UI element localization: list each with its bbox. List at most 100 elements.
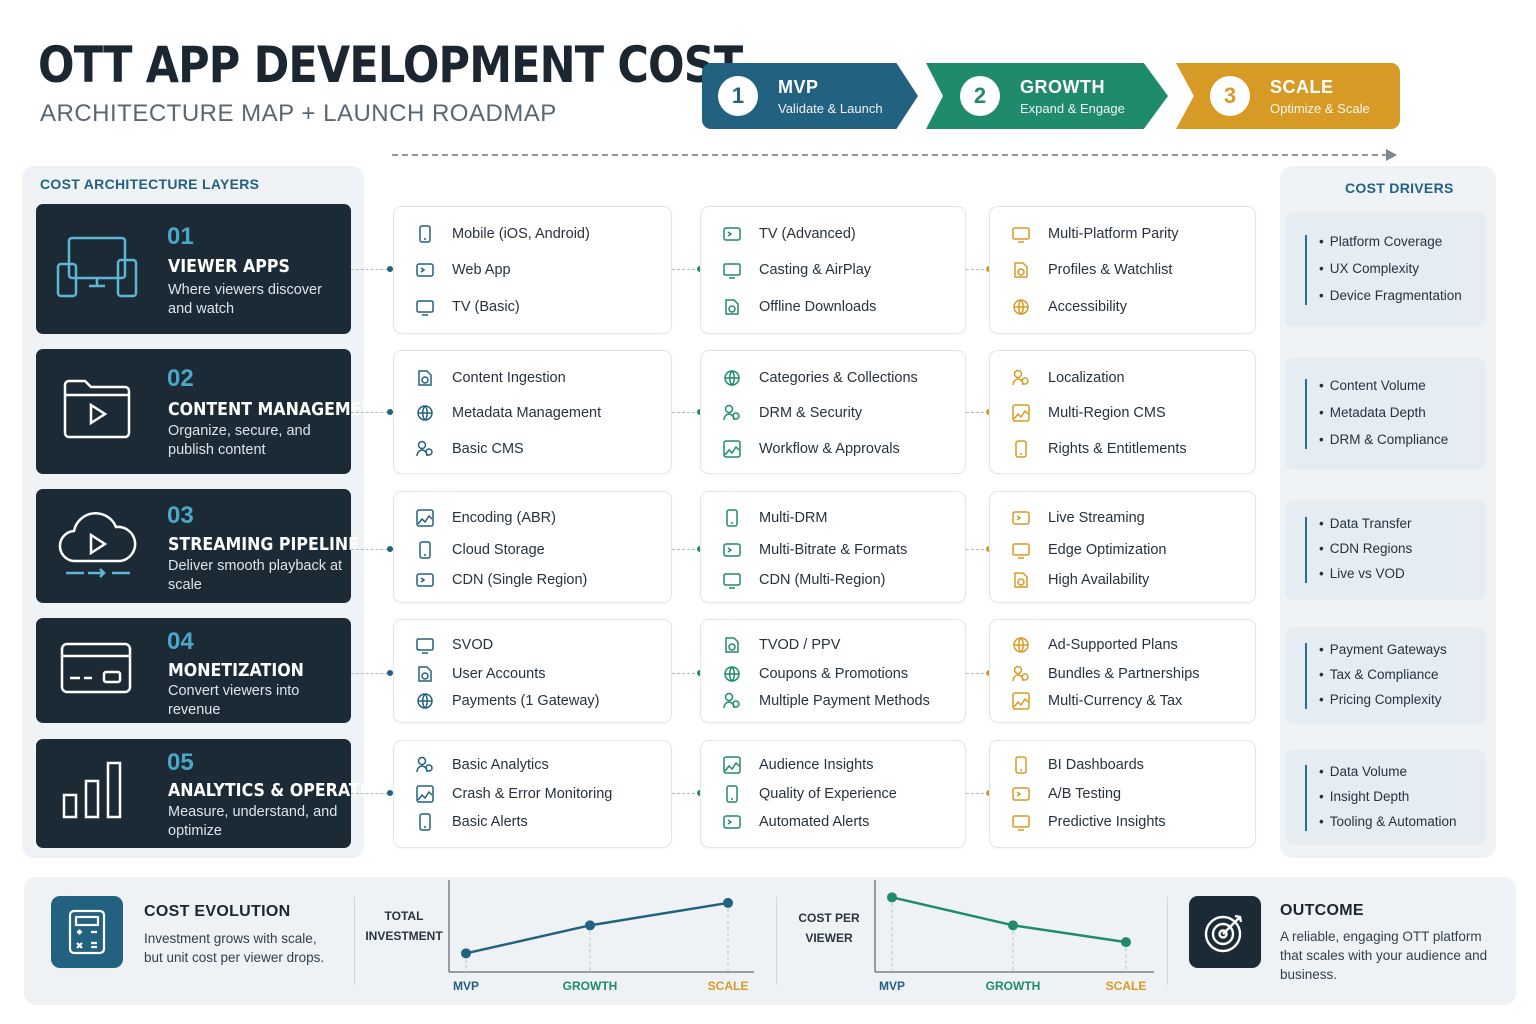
feature-item: Audience Insights [722,755,873,775]
connector-line [351,549,393,550]
feature-label: Quality of Experience [759,786,897,802]
data-point [1008,920,1018,931]
feature-item: Ad-Supported Plans [1011,635,1178,655]
feature-icon [418,666,432,682]
layer-number: 03 [167,502,194,529]
feature-label: Mobile (iOS, Android) [452,226,590,242]
connector-line [966,412,989,413]
layer-description: Where viewers discover and watch [168,282,322,317]
connector-line [672,412,700,413]
feature-item: A/B Testing [1011,784,1121,804]
feature-card-growth [700,619,966,723]
layer-number: 04 [167,628,194,655]
feature-item: Edge Optimization [1011,540,1166,560]
layer-viewer-apps: 01 VIEWER APPS Where viewers discover an… [36,204,351,334]
feature-icon [1014,572,1028,588]
feature-label: Content Ingestion [452,370,566,386]
feature-card-mvp [393,740,672,848]
layer-name: CONTENT MANAGEMENT [168,399,386,420]
feature-item: Multi-Currency & Tax [1011,691,1182,711]
connector-line [672,673,700,674]
driver-accent-bar [1305,764,1307,831]
driver-item: Tax & Compliance [1319,667,1439,682]
feature-item: Multi-Bitrate & Formats [722,540,907,560]
phase-desc: Optimize & Scale [1270,100,1370,116]
connector-line [351,412,393,413]
feature-label: Multi-DRM [759,510,828,526]
feature-card-growth [700,491,966,603]
feature-item: Basic CMS [415,439,524,459]
phase-name: GROWTH [1020,76,1105,97]
driver-item: Metadata Depth [1319,405,1426,420]
credit-card-icon [60,642,132,694]
divider [776,897,777,985]
feature-label: CDN (Single Region) [452,572,588,588]
page-title: OTT APP DEVELOPMENT COST [38,36,743,94]
series-line [891,896,1127,944]
feature-label: Metadata Management [452,405,602,421]
feature-item: Casting & AirPlay [722,260,871,280]
feature-item: TV (Basic) [415,297,520,317]
driver-item: Payment Gateways [1319,642,1447,657]
feature-item: Automated Alerts [722,812,869,832]
connector-line [966,269,989,270]
feature-label: Multi-Platform Parity [1048,226,1179,242]
feature-label: Rights & Entitlements [1048,441,1187,457]
feature-icon [418,370,432,386]
layer-name: MONETIZATION [168,660,304,681]
feature-icon [1012,787,1030,801]
feature-item: Live Streaming [1011,508,1145,528]
feature-icon [1012,511,1030,525]
feature-label: Basic CMS [452,441,524,457]
x-tick-label: MVP [879,979,905,993]
outcome-title: OUTCOME [1280,902,1364,919]
feature-icon [416,263,434,277]
phase-name: MVP [778,76,819,97]
feature-item: Offline Downloads [722,297,876,317]
feature-icon [723,404,740,421]
driver-item: Live vs VOD [1319,566,1405,581]
feature-icon [1012,692,1030,710]
driver-item: Device Fragmentation [1319,288,1462,303]
feature-icon [1012,227,1030,243]
feature-label: Audience Insights [759,757,874,773]
connector-dot [387,409,393,415]
x-tick-label: GROWTH [986,979,1041,993]
page-subtitle: ARCHITECTURE MAP + LAUNCH ROADMAP [40,100,557,127]
connector-line [966,549,989,550]
feature-icon [726,509,738,527]
feature-card-scale [989,206,1256,334]
feature-icon [417,693,433,709]
folder-play-icon [63,379,131,439]
driver-item: CDN Regions [1319,541,1413,556]
divider [354,897,355,985]
feature-item: Cloud Storage [415,540,545,560]
feature-icon [419,225,431,243]
feature-icon [419,813,431,831]
feature-label: TV (Basic) [452,299,520,315]
driver-box: Platform Coverage UX Complexity Device Fra… [1285,212,1486,327]
feature-item: Categories & Collections [722,368,918,388]
feature-icon [723,263,741,279]
driver-item: Content Volume [1319,378,1426,393]
feature-card-growth [700,206,966,334]
feature-label: Encoding (ABR) [452,510,556,526]
feature-icon [725,637,739,653]
feature-icon [1012,543,1030,559]
feature-label: Profiles & Watchlist [1048,262,1173,278]
layer-name: STREAMING PIPELINE [168,534,359,555]
devices-icon [56,236,138,298]
feature-item: SVOD [415,635,493,655]
feature-label: Web App [452,262,511,278]
feature-label: A/B Testing [1048,786,1122,802]
feature-item: Rights & Entitlements [1011,439,1187,459]
feature-label: Crash & Error Monitoring [452,786,613,802]
layer-description: Measure, understand, and optimize [168,804,338,839]
data-point [585,920,595,931]
connector-dot [387,790,393,796]
feature-label: Multiple Payment Methods [759,693,930,709]
layer-name: ANALYTICS & OPERATIONS [168,780,404,801]
feature-icon [416,300,434,316]
feature-label: Payments (1 Gateway) [452,693,600,709]
feature-item: Multi-Platform Parity [1011,224,1179,244]
